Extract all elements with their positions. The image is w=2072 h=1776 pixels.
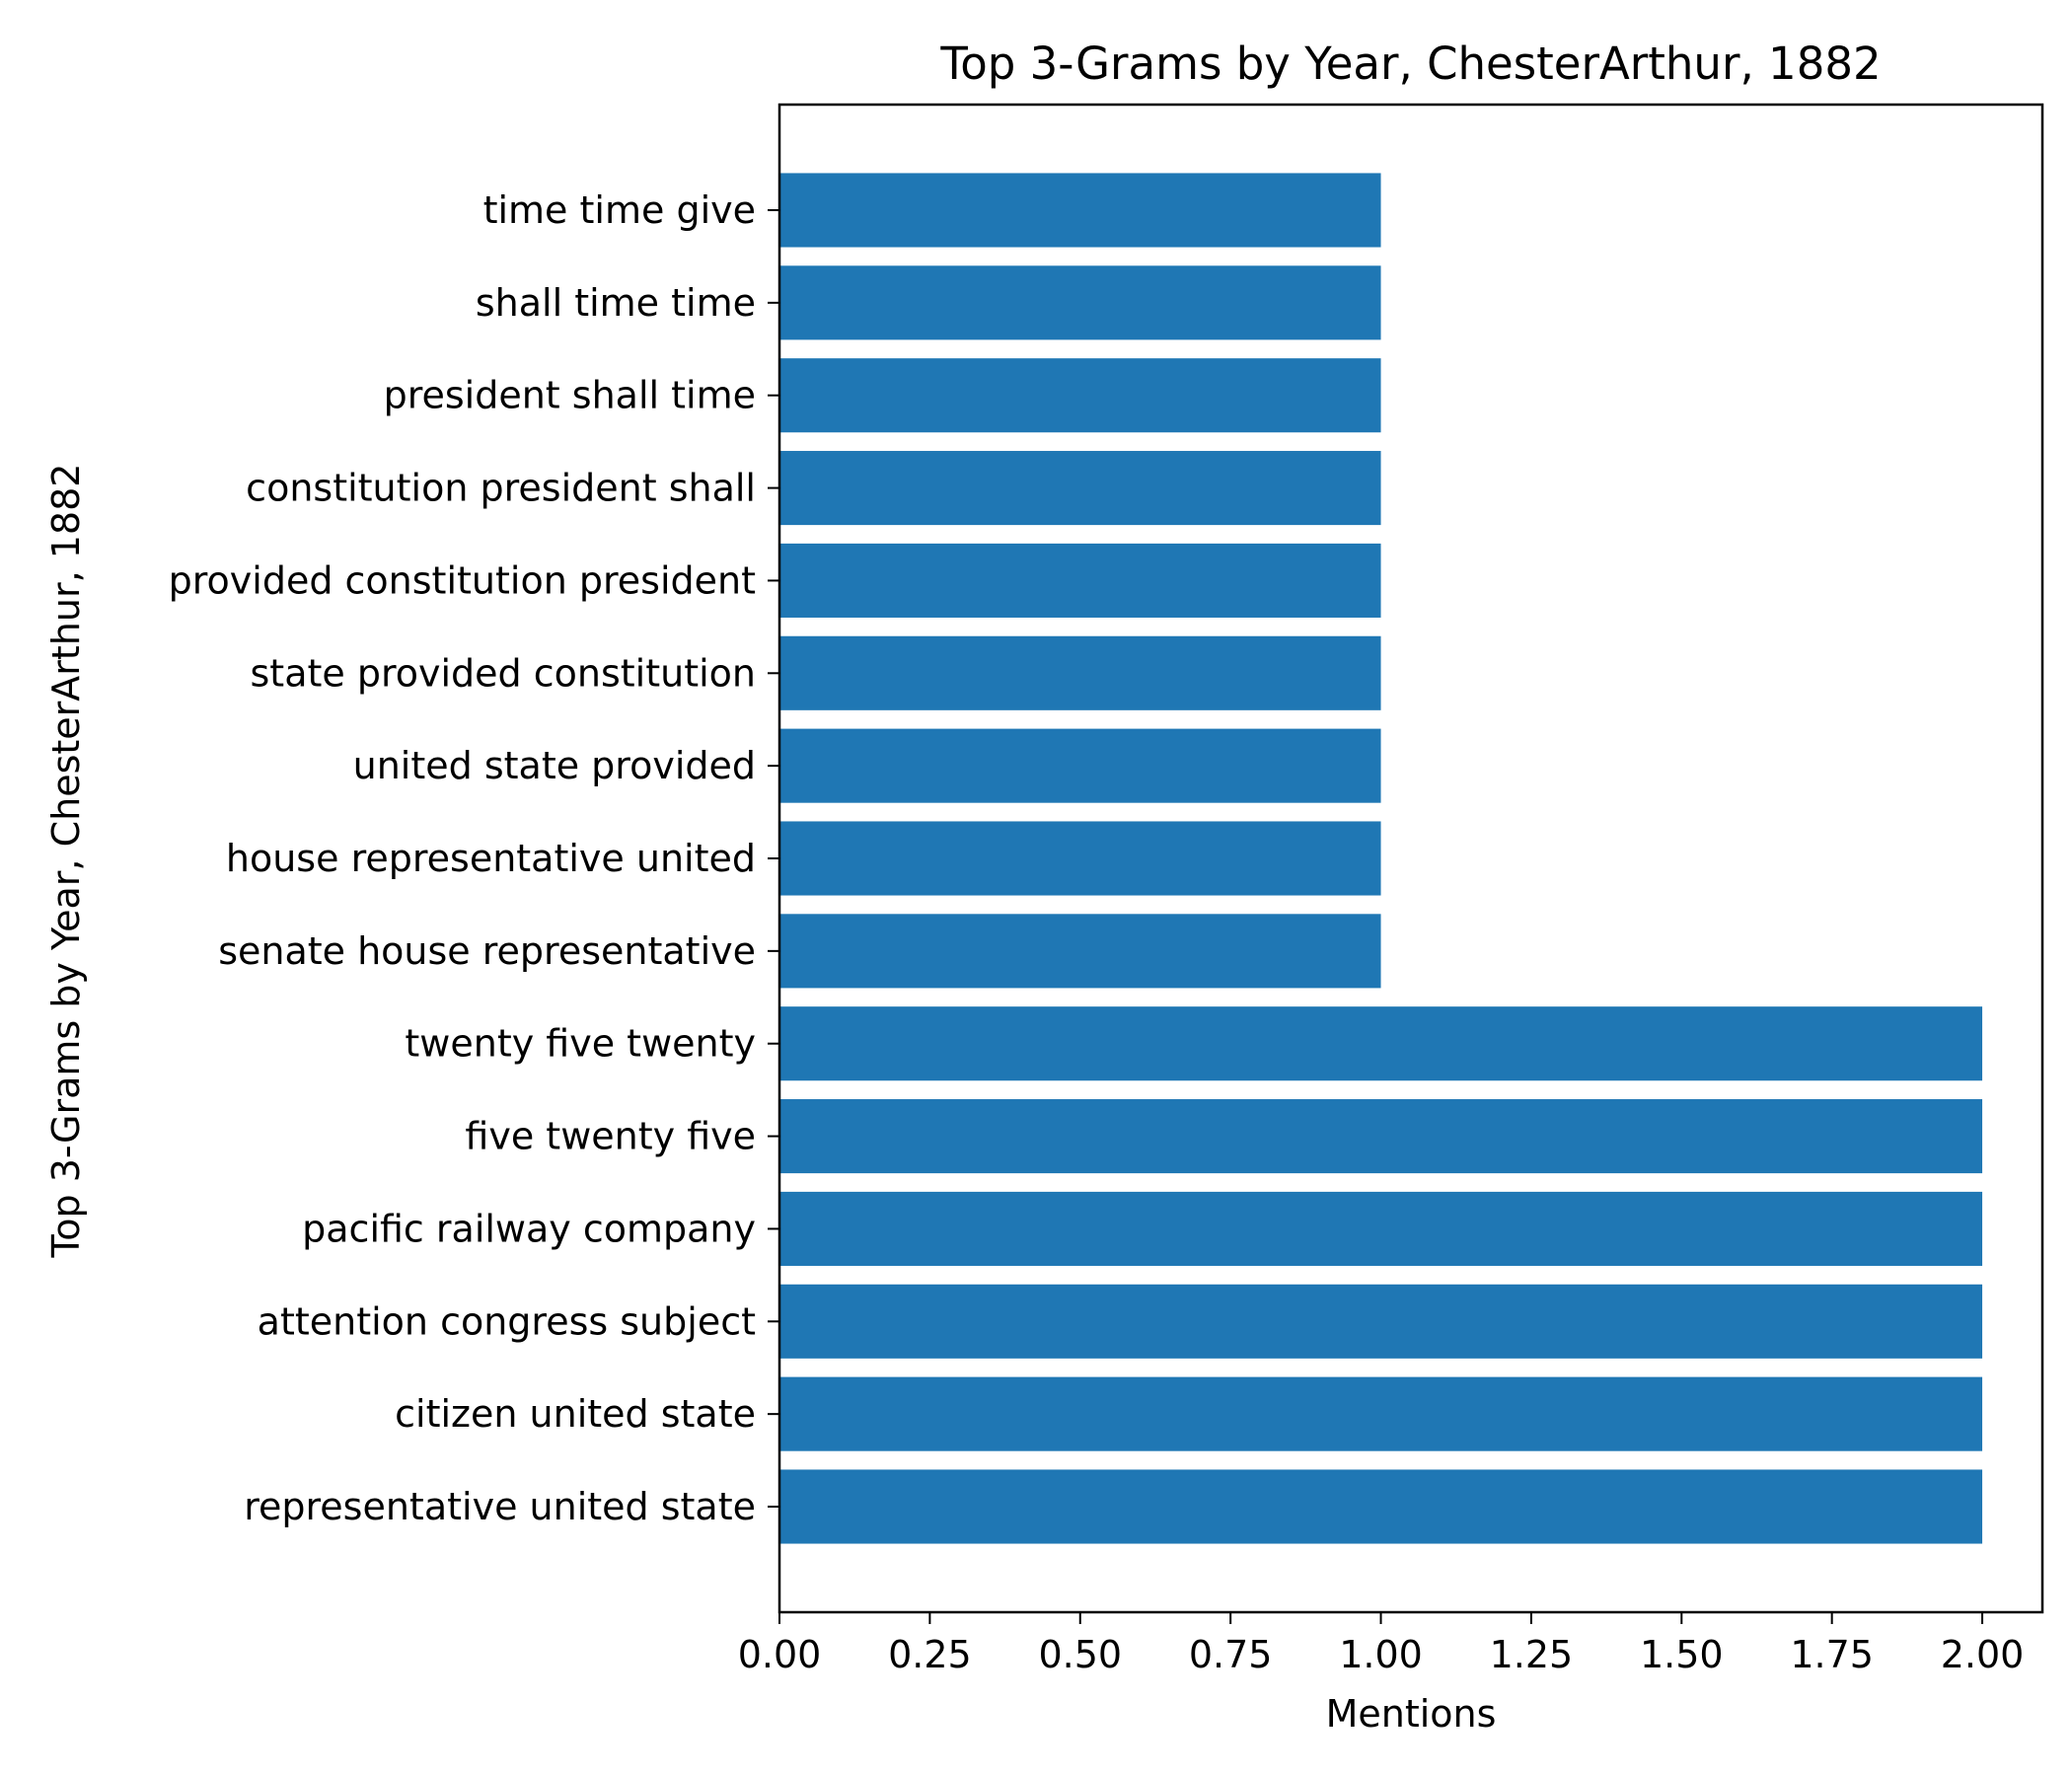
x-tick-label: 1.25 xyxy=(1490,1633,1574,1676)
x-tick-label: 1.00 xyxy=(1339,1633,1423,1676)
bar xyxy=(779,914,1381,989)
y-tick-label: time time give xyxy=(483,188,756,232)
plot-area-frame xyxy=(777,103,2044,1614)
y-axis-title: Top 3-Grams by Year, ChesterArthur, 1882 xyxy=(44,464,88,1259)
y-tick-label: provided constitution president xyxy=(169,558,756,602)
bar xyxy=(779,173,1381,248)
bar xyxy=(779,1006,1983,1081)
bar xyxy=(779,1469,1983,1544)
bar xyxy=(779,1099,1983,1174)
y-tick-label: pacific railway company xyxy=(302,1207,756,1250)
category-labels: time time give shall time time president s… xyxy=(169,188,779,1528)
bar xyxy=(779,451,1381,526)
x-tick-label: 0.50 xyxy=(1038,1633,1122,1676)
x-tick-label: 2.00 xyxy=(1941,1633,2025,1676)
y-tick-label: shall time time xyxy=(476,281,756,325)
x-tick-label: 0.25 xyxy=(888,1633,972,1676)
x-axis-ticks: 0.00 0.25 0.50 0.75 1.00 1.25 1.50 1.75 2.00 xyxy=(738,1612,2025,1676)
x-tick-label: 1.75 xyxy=(1790,1633,1874,1676)
y-tick-label: attention congress subject xyxy=(258,1299,756,1343)
bar xyxy=(779,728,1381,803)
bar xyxy=(779,358,1381,433)
y-tick-label: senate house representative xyxy=(218,929,756,973)
bar xyxy=(779,265,1381,340)
bar xyxy=(779,635,1381,710)
bar xyxy=(779,821,1381,896)
x-tick-label: 1.50 xyxy=(1640,1633,1724,1676)
y-tick-label: president shall time xyxy=(384,374,756,417)
chart-title: Top 3-Grams by Year, ChesterArthur, 1882 xyxy=(939,37,1881,90)
x-tick-label: 0.00 xyxy=(738,1633,822,1676)
bar xyxy=(779,543,1381,618)
bar xyxy=(779,1284,1983,1359)
x-tick-label: 0.75 xyxy=(1189,1633,1273,1676)
y-tick-label: twenty five twenty xyxy=(405,1022,756,1066)
bars-group xyxy=(779,173,1983,1544)
bar xyxy=(779,1191,1983,1266)
y-tick-label: representative united state xyxy=(244,1485,756,1528)
bar xyxy=(779,1376,1983,1451)
x-axis-title: Mentions xyxy=(1326,1692,1497,1736)
y-tick-label: united state provided xyxy=(353,744,756,787)
y-tick-label: five twenty five xyxy=(465,1115,756,1158)
y-tick-label: house representative united xyxy=(226,837,756,880)
y-tick-label: constitution president shall xyxy=(246,467,756,510)
y-tick-label: citizen united state xyxy=(395,1392,756,1436)
y-tick-label: state provided constitution xyxy=(251,651,757,695)
